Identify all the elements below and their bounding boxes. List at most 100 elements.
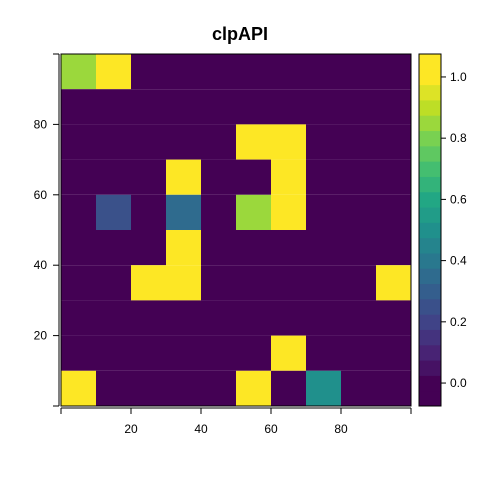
colorbar-bin	[419, 191, 441, 208]
colorbar-tick-label: 0.6	[450, 192, 467, 206]
heatmap-cell	[61, 230, 96, 266]
heatmap-cell	[306, 335, 341, 371]
colorbar-tick-label: 0.0	[450, 376, 467, 390]
colorbar-bin	[419, 207, 441, 223]
heatmap-cell	[341, 159, 376, 195]
x-tick-label: 40	[194, 422, 208, 436]
heatmap-cell	[306, 159, 341, 195]
heatmap-cell	[201, 335, 236, 371]
heatmap-cell	[96, 370, 131, 406]
heatmap-cell	[271, 300, 306, 336]
heatmap-cell	[271, 54, 306, 90]
heatmap-cell	[236, 370, 271, 406]
heatmap-cell	[306, 300, 341, 336]
heatmap-cell	[96, 159, 131, 195]
y-tick-label: 60	[34, 188, 48, 202]
heatmap-cell	[341, 89, 376, 125]
heatmap-cell	[61, 89, 96, 125]
heatmap-cell	[61, 159, 96, 195]
heatmap-cell	[131, 124, 166, 160]
colorbar-bin	[419, 130, 441, 147]
heatmap-cell	[201, 265, 236, 301]
colorbar-bin	[419, 252, 441, 269]
heatmap-cell	[341, 194, 376, 230]
heatmap-cell	[96, 265, 131, 301]
heatmap-cell	[131, 159, 166, 195]
colorbar-bin	[419, 329, 441, 346]
heatmap-cell	[131, 54, 166, 90]
colorbar-bin	[419, 69, 441, 86]
heatmap-cell	[271, 335, 306, 371]
heatmap-cell	[236, 265, 271, 301]
colorbar-bin	[419, 145, 441, 162]
heatmap-cell	[341, 54, 376, 90]
heatmap-cell	[306, 265, 341, 301]
heatmap-cell	[271, 265, 306, 301]
heatmap-cell	[166, 230, 201, 266]
heatmap-cell	[166, 265, 201, 301]
heatmap-cell	[61, 300, 96, 336]
heatmap-cell	[166, 300, 201, 336]
colorbar-bin	[419, 314, 441, 330]
colorbar-bin	[419, 283, 441, 300]
heatmap-cell	[236, 194, 271, 230]
heatmap-cell	[236, 89, 271, 125]
y-tick-label: 40	[34, 258, 48, 272]
colorbar-bin	[419, 344, 441, 361]
heatmap-cell	[306, 194, 341, 230]
colorbar-bin	[419, 115, 441, 132]
heatmap-cell	[201, 54, 236, 90]
heatmap-cell	[271, 159, 306, 195]
colorbar-bin	[419, 161, 441, 177]
heatmap-cell	[341, 265, 376, 301]
heatmap-cell	[131, 300, 166, 336]
y-axis: 20 40 60 80	[34, 53, 60, 407]
heatmap-cell	[236, 124, 271, 160]
heatmap-cell	[61, 54, 96, 90]
colorbar-bin	[419, 84, 441, 101]
heatmap-cell	[376, 370, 411, 406]
heatmap-cell	[166, 370, 201, 406]
heatmap-cell	[166, 159, 201, 195]
heatmap-cell	[306, 54, 341, 90]
heatmap-cell	[341, 370, 376, 406]
colorbar-bin	[419, 298, 441, 315]
heatmap-cell	[61, 124, 96, 160]
heatmap-cell	[131, 335, 166, 371]
heatmap-cell	[341, 124, 376, 160]
heatmap-cell	[96, 194, 131, 230]
heatmap-cell	[376, 159, 411, 195]
colorbar-bin	[419, 268, 441, 285]
heatmap-cell	[96, 335, 131, 371]
heatmap-cell	[201, 89, 236, 125]
x-axis: 20 40 60 80	[60, 407, 412, 436]
y-tick-label: 20	[34, 329, 48, 343]
colorbar-bin	[419, 237, 441, 254]
heatmap-cell	[96, 300, 131, 336]
x-tick-label: 60	[264, 422, 278, 436]
colorbar-border	[418, 53, 442, 407]
heatmap-cell	[376, 194, 411, 230]
heatmap-cell	[306, 124, 341, 160]
heatmap-cell	[341, 230, 376, 266]
plot-border	[60, 53, 412, 407]
heatmap-cell	[341, 300, 376, 336]
plot-area	[61, 54, 411, 406]
heatmap-cell	[201, 300, 236, 336]
colorbar-tick-label: 0.8	[450, 131, 467, 145]
colorbar-bin	[419, 390, 441, 407]
heatmap-cell	[166, 194, 201, 230]
heatmap-cell	[376, 265, 411, 301]
heatmap-cell	[201, 230, 236, 266]
heatmap-cell	[166, 54, 201, 90]
heatmap-cell	[96, 230, 131, 266]
heatmap-cell	[376, 300, 411, 336]
heatmap-cell	[61, 265, 96, 301]
heatmap-cell	[166, 89, 201, 125]
colorbar-tick-label: 0.4	[450, 254, 467, 268]
colorbar-bin	[419, 360, 441, 376]
colorbar-bin	[419, 222, 441, 239]
heatmap-cell	[271, 194, 306, 230]
heatmap-cell	[61, 370, 96, 406]
